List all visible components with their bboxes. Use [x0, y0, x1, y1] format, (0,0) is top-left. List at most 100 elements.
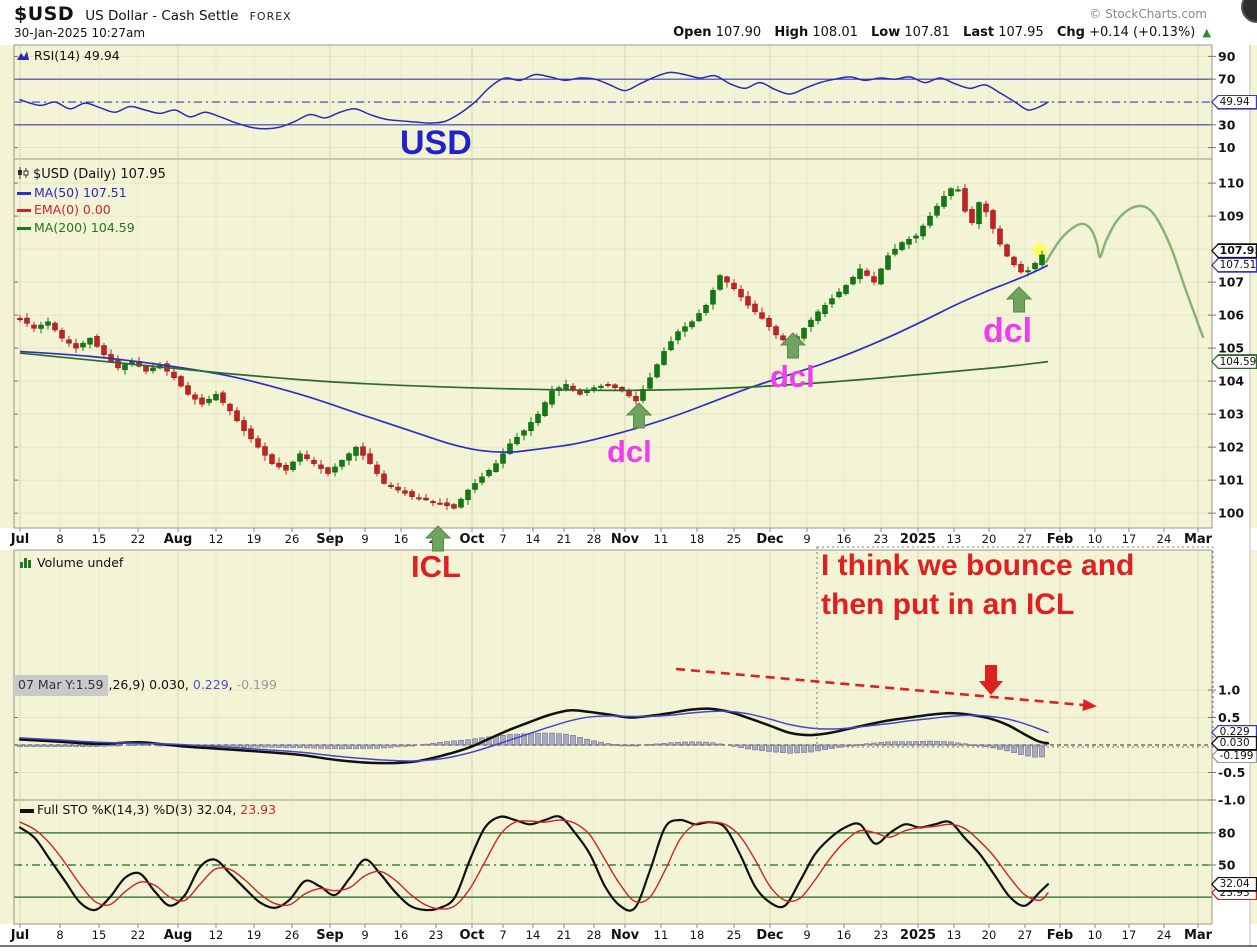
candle	[423, 497, 429, 501]
macd-histogram-bar	[395, 744, 401, 748]
macd-histogram-bar	[703, 741, 709, 746]
candle	[871, 276, 877, 283]
xaxis-label: 10	[1088, 532, 1103, 546]
macd-histogram-bar	[374, 744, 380, 749]
macd-histogram-bar	[115, 744, 121, 747]
rsi-legend-text: RSI(14) 49.94	[34, 48, 120, 63]
macd-histogram-bar	[857, 744, 863, 746]
candle	[458, 498, 464, 508]
macd-histogram-bar	[381, 744, 387, 749]
candle	[773, 326, 779, 336]
macd-histogram-bar	[297, 744, 303, 749]
yaxis-label: 50	[1218, 857, 1236, 872]
macd-histogram-bar	[269, 744, 275, 748]
sto-series-%K	[18, 815, 1050, 912]
candle	[402, 490, 408, 494]
macd-histogram-bar	[738, 744, 744, 748]
candle	[745, 296, 751, 306]
macd-histogram-bar	[1011, 744, 1017, 753]
macd-histogram-bar	[717, 743, 723, 746]
candle	[598, 385, 604, 388]
candle	[822, 304, 828, 315]
candle	[73, 343, 79, 349]
ma50-dash-icon	[17, 191, 31, 195]
xaxis-label: 17	[1122, 928, 1137, 942]
macd-sep: ,	[184, 677, 193, 692]
macd-histogram-bar	[402, 744, 408, 747]
quote-row: Open 107.90 High 108.01 Low 107.81 Last …	[664, 25, 1211, 40]
candle	[717, 275, 723, 290]
candle	[983, 203, 989, 213]
candle	[269, 454, 275, 464]
candle	[738, 289, 744, 298]
candle	[563, 384, 569, 390]
sto-k-value: 32.04	[196, 802, 233, 817]
macd-histogram-bar	[969, 744, 975, 747]
candle	[885, 255, 891, 270]
macd-histogram-bar	[521, 733, 527, 746]
xaxis-label: 26	[285, 928, 300, 942]
candle	[416, 497, 422, 500]
dashed-selection-rect	[816, 546, 1214, 748]
xaxis-label: 17	[1122, 532, 1137, 546]
candle	[276, 462, 282, 468]
macd-histogram-bar	[549, 732, 555, 746]
macd-histogram-bar	[759, 744, 765, 752]
last-value: 107.95	[998, 25, 1044, 40]
candle	[283, 465, 289, 471]
candle	[780, 335, 786, 341]
ema-legend: EMA(0) 0.00	[34, 202, 111, 217]
macd-histogram-bar	[605, 743, 611, 746]
xaxis-label: 15	[92, 532, 107, 546]
red-down-arrow	[979, 665, 1003, 695]
candlestick-icon	[17, 166, 29, 184]
candle	[577, 390, 583, 395]
candle	[101, 345, 107, 355]
macd-histogram-bar	[675, 742, 681, 746]
candle	[997, 228, 1003, 245]
candle	[444, 502, 450, 506]
macd-histogram-bar	[619, 744, 625, 747]
xaxis-label: 11	[654, 928, 669, 942]
macd-histogram-bar	[1004, 744, 1010, 752]
xaxis-label: 28	[587, 928, 602, 942]
macd-histogram-bar	[787, 744, 793, 754]
xaxis-label: 18	[690, 928, 705, 942]
macd-hist-value: -0.199	[236, 677, 277, 692]
macd-histogram-bar	[129, 744, 135, 746]
yaxis-label: 30	[1218, 117, 1236, 132]
macd-histogram-bar	[885, 741, 891, 746]
xaxis-label: Nov	[611, 532, 640, 547]
candle	[633, 395, 639, 402]
yaxis-label: 10	[1218, 140, 1236, 155]
xaxis-label: Mar	[1184, 532, 1213, 547]
macd-histogram-bar	[241, 744, 247, 748]
candle	[220, 392, 226, 403]
candle	[381, 473, 387, 484]
macd-histogram-bar	[388, 744, 394, 748]
candle	[66, 339, 72, 344]
macd-signal-value: 0.229	[192, 677, 229, 692]
candle	[689, 321, 695, 328]
candle	[241, 420, 247, 431]
candle	[437, 502, 443, 505]
macd-histogram-bar	[752, 744, 758, 751]
xaxis-label: 24	[1157, 532, 1172, 546]
macd-histogram-bar	[542, 732, 548, 746]
candle	[1039, 254, 1045, 266]
candle	[801, 328, 807, 339]
macd-histogram-bar	[780, 744, 786, 753]
xaxis-label: 7	[499, 928, 506, 942]
macd-histogram-bar	[689, 741, 695, 746]
macd-histogram-bar	[500, 735, 506, 746]
macd-histogram-bar	[1039, 744, 1045, 758]
candle	[1011, 256, 1017, 266]
candle	[94, 336, 100, 347]
candle	[661, 351, 667, 365]
yaxis-label: 0.5	[1218, 710, 1240, 725]
price-title: $USD (Daily) 107.95	[33, 167, 166, 182]
xaxis-label: 21	[557, 532, 572, 546]
bounce-note-line-1: I think we bounce and	[821, 549, 1135, 582]
macd-series-Signal	[19, 710, 1049, 762]
